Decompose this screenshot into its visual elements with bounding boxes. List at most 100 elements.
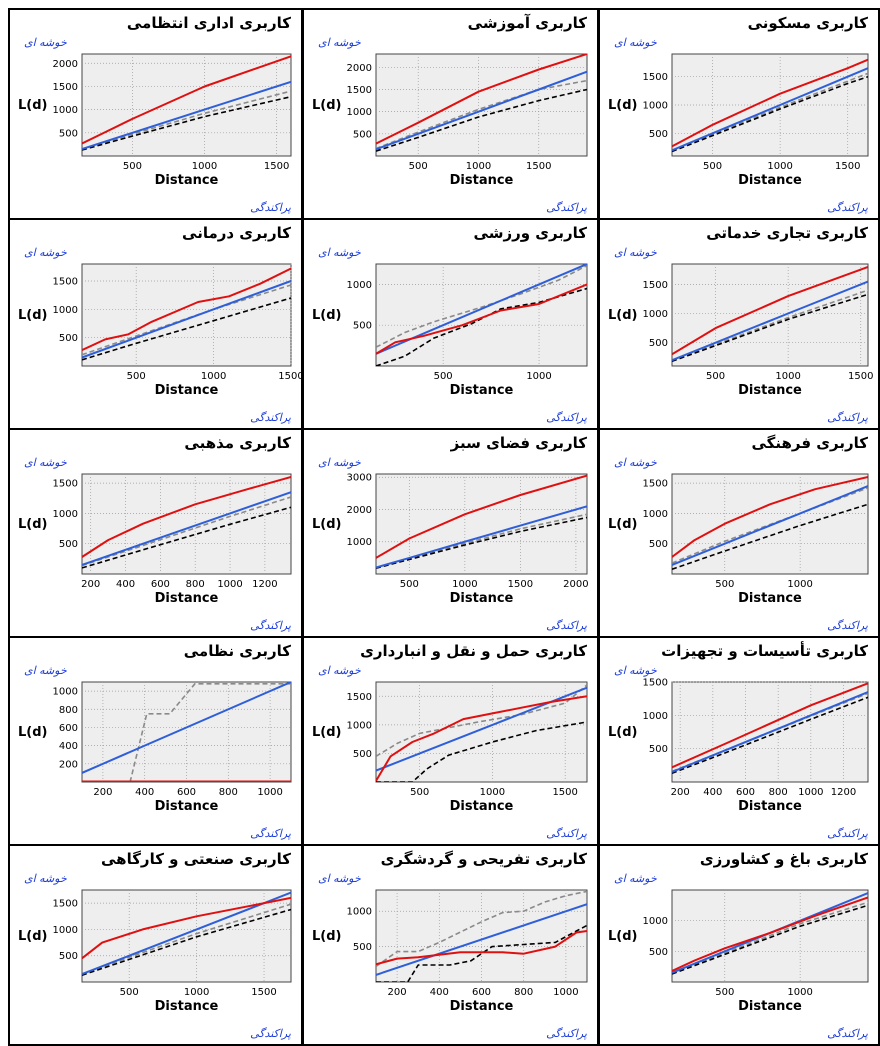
chart-panel: کاربری مذهبی خوشه ای پراکندگی 500 1000 1500 20…: [8, 428, 303, 638]
x-tick-label: 500: [123, 161, 142, 172]
series-line-envelope-lower: [376, 516, 587, 569]
clustered-label: خوشه ای: [614, 872, 657, 885]
y-tick-label: 1500: [347, 85, 372, 96]
y-axis-label: L(d): [312, 929, 341, 944]
series-line-observed: [376, 54, 587, 145]
dispersed-label: پراکندگی: [546, 619, 587, 632]
series-line-envelope-upper: [82, 682, 291, 782]
x-tick-label: 400: [430, 987, 449, 998]
dispersed-label: پراکندگی: [827, 411, 868, 424]
x-tick-label: 500: [127, 371, 146, 382]
y-tick-label: 1500: [643, 280, 668, 291]
chart-panel: کاربری تجاری خدماتی خوشه ای پراکندگی 500 100…: [598, 218, 880, 430]
plot-area: [375, 53, 588, 157]
y-tick-label: 500: [649, 539, 668, 550]
y-axis-label: L(d): [608, 98, 637, 113]
series-line-expected: [376, 505, 587, 569]
x-axis-label: Distance: [450, 999, 514, 1014]
x-tick-label: 1000: [452, 579, 477, 590]
dispersed-label: پراکندگی: [250, 411, 291, 424]
x-tick-label: 1000: [217, 579, 242, 590]
x-axis-label: Distance: [738, 999, 802, 1014]
y-tick-label: 2000: [53, 59, 78, 70]
chart-svg: 500 1000 1500 500 1000 1500 L(d) Distance: [608, 53, 869, 188]
y-axis-label: L(d): [18, 929, 47, 944]
x-tick-label: 500: [410, 787, 429, 798]
dispersed-label: پراکندگی: [250, 619, 291, 632]
series-line-observed: [82, 267, 291, 352]
y-axis-label: L(d): [608, 308, 637, 323]
chart-title: کاربری باغ و کشاورزی: [699, 850, 868, 868]
chart-title: کاربری حمل و نقل و انبارداری: [360, 642, 587, 660]
chart-title: کاربری فضای سبز: [450, 434, 587, 452]
series-line-envelope-upper: [672, 901, 868, 975]
chart-title: کاربری مذهبی: [184, 434, 291, 452]
y-tick-label: 1000: [347, 280, 372, 291]
dispersed-label: پراکندگی: [546, 411, 587, 424]
x-tick-label: 500: [434, 371, 453, 382]
x-tick-label: 1000: [787, 579, 812, 590]
x-axis-label: Distance: [450, 173, 514, 188]
x-tick-label: 1000: [775, 371, 800, 382]
series-line-expected: [82, 891, 291, 976]
y-tick-label: 500: [59, 951, 78, 962]
y-tick-label: 500: [353, 129, 372, 140]
series-line-expected: [82, 80, 291, 150]
dispersed-label: پراکندگی: [546, 827, 587, 840]
x-tick-label: 1500: [278, 371, 301, 382]
x-tick-label: 1500: [848, 371, 873, 382]
series-line-envelope-upper: [672, 72, 868, 152]
series-line-observed: [672, 682, 868, 769]
y-tick-label: 1000: [347, 720, 372, 731]
series-line-envelope-lower: [376, 287, 587, 366]
series-line-expected: [376, 70, 587, 151]
y-axis-label: L(d): [608, 725, 637, 740]
series-line-observed: [672, 265, 868, 356]
x-axis-label: Distance: [450, 591, 514, 606]
chart-panel: کاربری ورزشی خوشه ای پراکندگی 500 1000 500 100…: [302, 218, 599, 430]
chart-panel: کاربری مسکونی خوشه ای پراکندگی 500 1000 1500 5…: [598, 8, 880, 220]
x-axis-label: Distance: [155, 999, 219, 1014]
chart-panel: کاربری تأسیسات و تجهیزات خوشه ای پراکندگی 5…: [598, 636, 880, 846]
y-tick-label: 1000: [53, 105, 78, 116]
x-tick-label: 500: [703, 161, 722, 172]
x-tick-label: 1000: [767, 161, 792, 172]
clustered-label: خوشه ای: [24, 456, 67, 469]
x-tick-label: 1500: [835, 161, 860, 172]
x-tick-label: 2000: [563, 579, 588, 590]
y-axis-label: L(d): [18, 98, 47, 113]
series-line-expected: [672, 485, 868, 566]
x-tick-label: 1500: [508, 579, 533, 590]
series-line-observed: [672, 58, 868, 148]
x-tick-label: 1000: [201, 371, 226, 382]
series-line-envelope-lower: [672, 75, 868, 153]
x-axis-label: Distance: [738, 383, 802, 398]
clustered-label: خوشه ای: [318, 246, 361, 259]
y-tick-label: 500: [59, 539, 78, 550]
clustered-label: خوشه ای: [318, 36, 361, 49]
chart-title: کاربری تفریحی و گردشگری: [380, 850, 587, 868]
dispersed-label: پراکندگی: [250, 1027, 291, 1040]
y-axis-label: L(d): [312, 308, 341, 323]
chart-title: کاربری تجاری خدماتی: [706, 224, 868, 242]
x-tick-label: 1000: [553, 987, 578, 998]
chart-svg: 500 1000 200 400 600 800 1000 L(d) Distance: [312, 889, 588, 1014]
series-line-envelope-lower: [82, 908, 291, 976]
plot-area: [671, 263, 869, 367]
y-tick-label: 1500: [53, 82, 78, 93]
y-tick-label: 1500: [643, 72, 668, 83]
series-line-expected: [376, 686, 587, 772]
plot-area: [375, 681, 588, 783]
series-line-envelope-lower: [672, 293, 868, 363]
x-tick-label: 1000: [466, 161, 491, 172]
dispersed-label: پراکندگی: [250, 201, 291, 214]
x-tick-label: 1500: [251, 987, 276, 998]
y-tick-label: 1000: [53, 305, 78, 316]
dispersed-label: پراکندگی: [827, 201, 868, 214]
series-line-envelope-upper: [672, 487, 868, 564]
x-tick-label: 1000: [184, 987, 209, 998]
plot-area: [375, 263, 588, 367]
chart-panel: کاربری فرهنگی خوشه ای پراکندگی 500 1000 1500 5…: [598, 428, 880, 638]
x-tick-label: 200: [388, 987, 407, 998]
chart-svg: 500 1000 1500 2000 500 1000 1500 L(d) Distance: [18, 53, 292, 188]
